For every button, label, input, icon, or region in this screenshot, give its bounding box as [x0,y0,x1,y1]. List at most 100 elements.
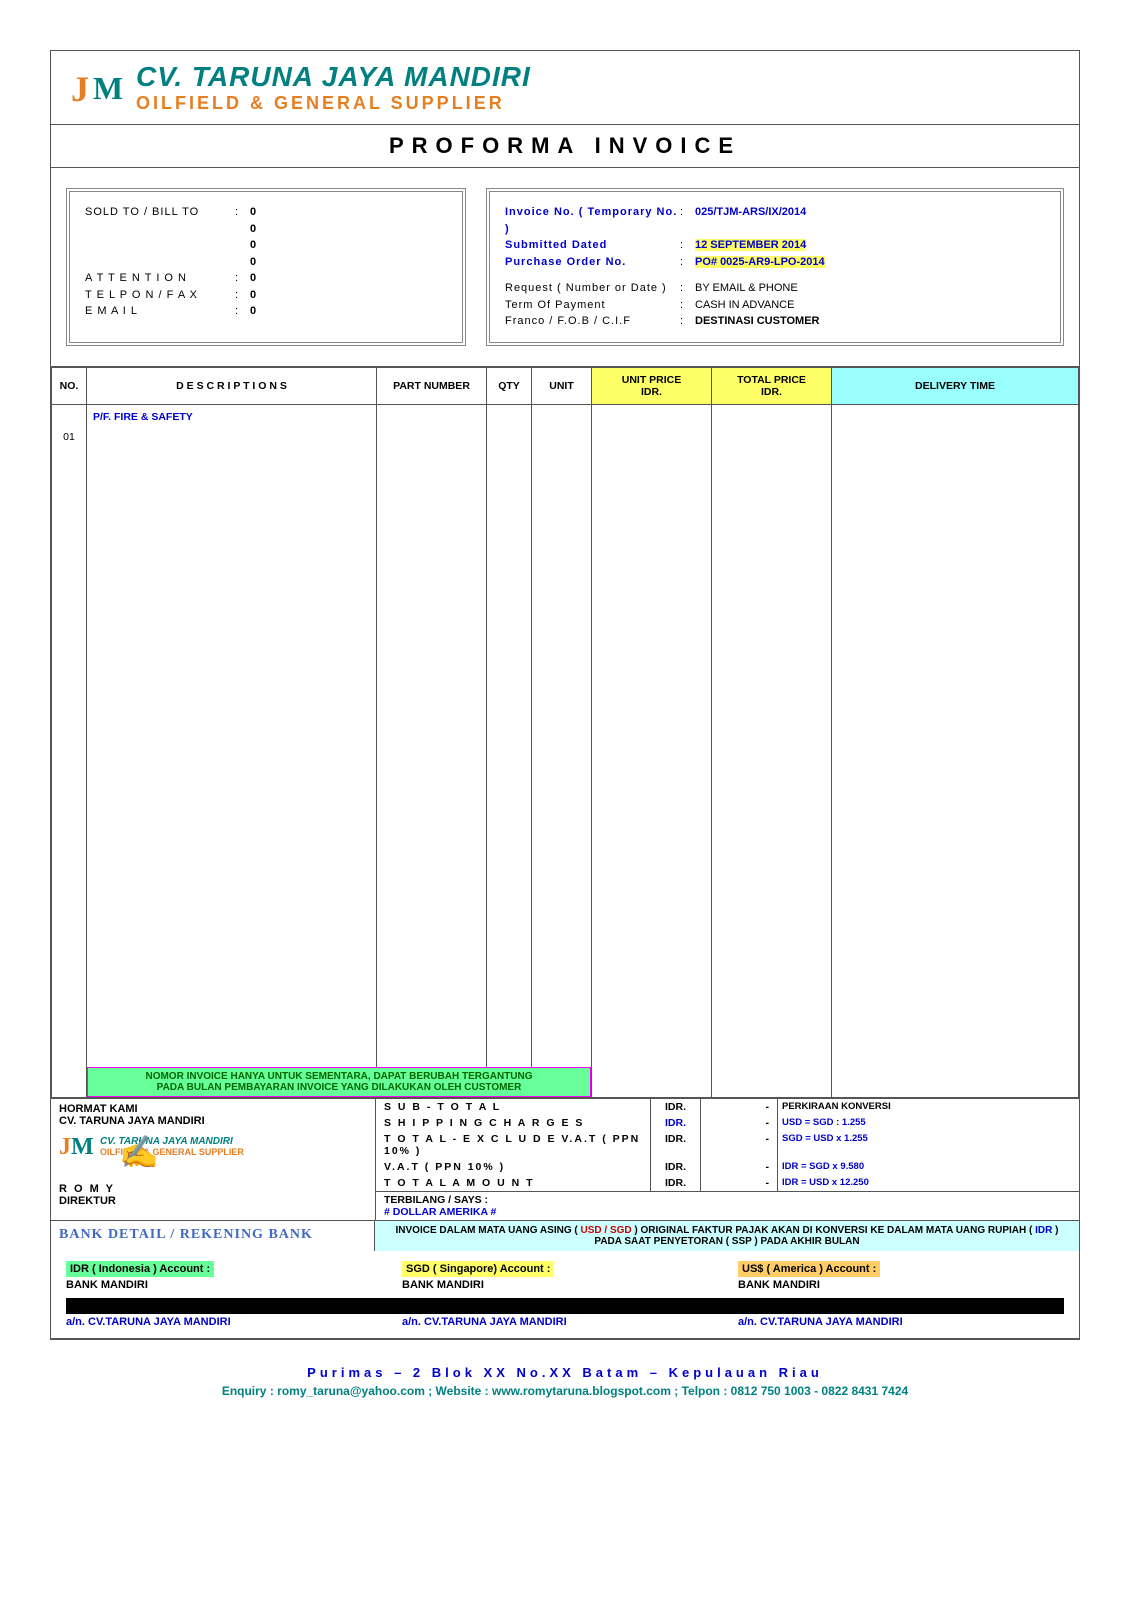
conversion-info: USD = SGD : 1.255 [778,1115,1079,1131]
total-value: - [701,1159,778,1175]
company-logo-icon: JM [71,68,121,108]
invoice-note: NOMOR INVOICE HANYA UNTUK SEMENTARA, DAP… [87,1067,591,1097]
request-label: Request ( Number or Date ) [505,280,680,297]
total-label: T O T A L - E X C L U D E V.A.T ( PPN 10… [376,1131,651,1159]
franco-value: DESTINASI CUSTOMER [695,313,1045,330]
sold-to-line: 0 [250,254,447,271]
account-block: US$ ( America ) Account : BANK MANDIRI [738,1261,1064,1293]
account-holder: a/n. CV.TARUNA JAYA MANDIRI [66,1316,392,1328]
account-bank: BANK MANDIRI [402,1277,728,1293]
total-value: - [701,1115,778,1131]
sold-to-line: 0 [250,237,447,254]
conversion-info: SGD = USD x 1.255 [778,1131,1079,1159]
telfax-label: T E L P O N / F A X [85,287,235,304]
total-value: - [701,1099,778,1115]
sold-to-box: SOLD TO / BILL TO:0 0 0 0 A T T E N T I … [66,188,466,346]
document-title: PROFORMA INVOICE [51,125,1079,168]
col-part: PART NUMBER [377,367,487,404]
category-row: P/F. FIRE & SAFETY [52,404,1079,427]
totals-column: S U B - T O T A L IDR. - PERKIRAAN KONVE… [376,1099,1079,1220]
submitted-value: 12 SEPTEMBER 2014 [695,239,806,251]
items-table: NO. D E S C R I P T I O N S PART NUMBER … [51,367,1079,1098]
po-label: Purchase Order No. [505,254,680,271]
bank-header-row: BANK DETAIL / REKENING BANK INVOICE DALA… [51,1220,1079,1251]
conversion-info: IDR = USD x 12.250 [778,1175,1079,1191]
total-label: V.A.T ( PPN 10% ) [376,1159,651,1175]
total-line: V.A.T ( PPN 10% ) IDR. - IDR = SGD x 9.5… [376,1159,1079,1175]
sold-to-label: SOLD TO / BILL TO [85,204,235,221]
signature-icon: ✍ [119,1133,159,1171]
company-text: CV. TARUNA JAYA MANDIRI OILFIELD & GENER… [136,61,1059,114]
account-holder: a/n. CV.TARUNA JAYA MANDIRI [402,1316,728,1328]
invoice-info-box: Invoice No. ( Temporary No. ):025/TJM-AR… [486,188,1064,346]
attention-value: 0 [250,270,447,287]
sold-to-line: 0 [250,204,447,221]
account-names-row: a/n. CV.TARUNA JAYA MANDIRI a/n. CV.TARUN… [51,1314,1079,1339]
signature-logo: JM CV. TARUNA JAYA MANDIRI OILFIELD & GE… [59,1133,367,1161]
bank-title: BANK DETAIL / REKENING BANK [51,1221,375,1251]
attention-label: A T T E N T I O N [85,270,235,287]
col-qty: QTY [487,367,532,404]
company-name: CV. TARUNA JAYA MANDIRI [136,61,1059,93]
company-subtitle: OILFIELD & GENERAL SUPPLIER [136,93,1059,114]
total-line: T O T A L A M O U N T IDR. - IDR = USD x… [376,1175,1079,1191]
total-label: S U B - T O T A L [376,1099,651,1115]
total-currency: IDR. [651,1159,701,1175]
account-bank: BANK MANDIRI [738,1277,1064,1293]
po-value: PO# 0025-AR9-LPO-2014 [695,256,825,268]
invoice-document: JM CV. TARUNA JAYA MANDIRI OILFIELD & GE… [50,50,1080,1340]
total-currency: IDR. [651,1131,701,1159]
total-currency: IDR. [651,1115,701,1131]
term-label: Term Of Payment [505,297,680,314]
hormat-label: HORMAT KAMI [59,1103,367,1115]
inv-no-label: Invoice No. ( Temporary No. ) [505,204,680,237]
col-delivery: DELIVERY TIME [832,367,1079,404]
footer: Purimas – 2 Blok XX No.XX Batam – Kepula… [50,1340,1080,1408]
conversion-info: PERKIRAAN KONVERSI [778,1099,1079,1115]
signature-column: HORMAT KAMI CV. TARUNA JAYA MANDIRI JM C… [51,1099,376,1220]
signer-name: R O M Y [59,1183,367,1195]
account-holder: a/n. CV.TARUNA JAYA MANDIRI [738,1316,1064,1328]
total-line: S U B - T O T A L IDR. - PERKIRAAN KONVE… [376,1099,1079,1115]
inv-no-value: 025/TJM-ARS/IX/2014 [695,204,1045,237]
col-desc: D E S C R I P T I O N S [87,367,377,404]
total-currency: IDR. [651,1175,701,1191]
header: JM CV. TARUNA JAYA MANDIRI OILFIELD & GE… [51,51,1079,125]
account-block: SGD ( Singapore) Account : BANK MANDIRI [402,1261,728,1293]
conversion-info: IDR = SGD x 9.580 [778,1159,1079,1175]
col-no: NO. [52,367,87,404]
item-no: 01 [52,427,87,447]
email-value: 0 [250,303,447,320]
signer-title: DIREKTUR [59,1195,367,1207]
col-unit: UNIT [532,367,592,404]
term-value: CASH IN ADVANCE [695,297,1045,314]
sign-company: CV. TARUNA JAYA MANDIRI [59,1115,367,1127]
info-section: SOLD TO / BILL TO:0 0 0 0 A T T E N T I … [51,168,1079,367]
accounts-row: IDR ( Indonesia ) Account : BANK MANDIRI… [51,1251,1079,1298]
footer-contact: Enquiry : romy_taruna@yahoo.com ; Websit… [60,1384,1070,1398]
total-line: S H I P P I N G C H A R G E S IDR. - USD… [376,1115,1079,1131]
col-unit-price: UNIT PRICEIDR. [592,367,712,404]
submitted-label: Submitted Dated [505,237,680,254]
account-title: SGD ( Singapore) Account : [402,1261,554,1277]
telfax-value: 0 [250,287,447,304]
totals-section: HORMAT KAMI CV. TARUNA JAYA MANDIRI JM C… [51,1098,1079,1220]
total-value: - [701,1175,778,1191]
col-total-price: TOTAL PRICEIDR. [712,367,832,404]
request-value: BY EMAIL & PHONE [695,280,1045,297]
total-currency: IDR. [651,1099,701,1115]
total-value: - [701,1131,778,1159]
email-label: E M A I L [85,303,235,320]
sold-to-line: 0 [250,221,447,238]
category-label: P/F. FIRE & SAFETY [87,404,377,427]
item-row: 01 [52,427,1079,447]
account-title: US$ ( America ) Account : [738,1261,880,1277]
account-block: IDR ( Indonesia ) Account : BANK MANDIRI [66,1261,392,1293]
redacted-bar [66,1298,1064,1314]
franco-label: Franco / F.O.B / C.I.F [505,313,680,330]
footer-address: Purimas – 2 Blok XX No.XX Batam – Kepula… [60,1365,1070,1380]
account-bank: BANK MANDIRI [66,1277,392,1293]
spacer-row [52,447,1079,1067]
total-label: T O T A L A M O U N T [376,1175,651,1191]
logo-small-icon: JM [59,1133,94,1161]
